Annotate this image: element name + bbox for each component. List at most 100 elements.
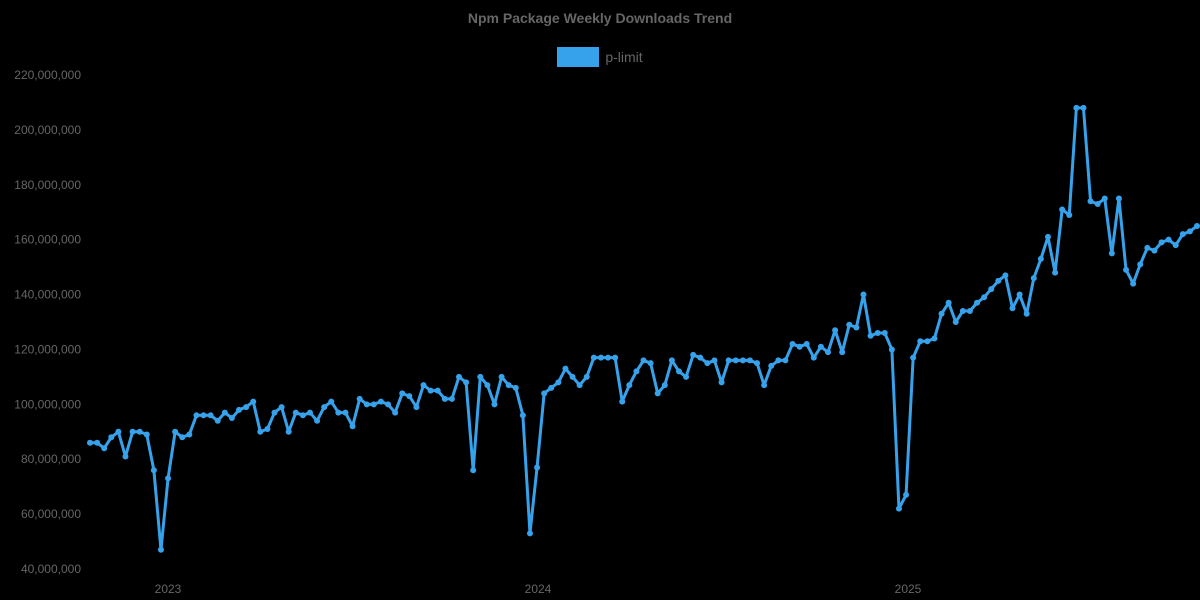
data-point[interactable] (207, 412, 214, 419)
data-point[interactable] (782, 357, 789, 364)
data-point[interactable] (87, 439, 93, 446)
data-point[interactable] (704, 360, 711, 367)
data-point[interactable] (193, 412, 200, 419)
data-point[interactable] (243, 404, 250, 411)
data-point[interactable] (463, 379, 470, 386)
data-point[interactable] (392, 409, 399, 416)
data-point[interactable] (846, 321, 853, 328)
data-point[interactable] (974, 299, 981, 306)
data-point[interactable] (1172, 242, 1179, 249)
data-point[interactable] (186, 431, 193, 438)
data-point[interactable] (981, 294, 988, 301)
data-point[interactable] (1165, 236, 1172, 243)
data-point[interactable] (413, 404, 420, 411)
data-point[interactable] (640, 357, 647, 364)
data-point[interactable] (1073, 104, 1080, 111)
data-point[interactable] (746, 357, 753, 364)
data-point[interactable] (562, 365, 569, 372)
data-point[interactable] (441, 395, 448, 402)
data-point[interactable] (214, 417, 221, 424)
data-point[interactable] (654, 390, 661, 397)
data-point[interactable] (1030, 275, 1037, 282)
data-point[interactable] (895, 505, 902, 512)
data-point[interactable] (952, 319, 959, 325)
data-point[interactable] (335, 409, 342, 416)
data-point[interactable] (498, 373, 505, 380)
data-point[interactable] (285, 428, 292, 435)
data-point[interactable] (988, 286, 995, 293)
data-point[interactable] (363, 401, 370, 408)
data-point[interactable] (1009, 305, 1016, 312)
data-point[interactable] (299, 412, 306, 419)
data-point[interactable] (569, 373, 576, 380)
data-point[interactable] (271, 409, 278, 416)
data-point[interactable] (179, 434, 186, 441)
data-point[interactable] (484, 382, 491, 389)
data-point[interactable] (1094, 200, 1101, 207)
data-point[interactable] (250, 398, 257, 405)
data-point[interactable] (796, 343, 803, 350)
data-point[interactable] (505, 382, 512, 389)
data-point[interactable] (314, 417, 321, 424)
data-point[interactable] (576, 382, 583, 389)
data-point[interactable] (647, 360, 654, 367)
data-point[interactable] (349, 423, 356, 430)
data-point[interactable] (477, 373, 484, 380)
data-point[interactable] (342, 409, 349, 416)
data-point[interactable] (1023, 310, 1030, 317)
data-point[interactable] (583, 373, 590, 380)
data-point[interactable] (832, 327, 839, 334)
data-point[interactable] (803, 340, 810, 347)
data-point[interactable] (633, 368, 640, 375)
data-point[interactable] (597, 354, 604, 361)
data-point[interactable] (881, 329, 888, 336)
data-point[interactable] (491, 401, 498, 408)
data-point[interactable] (456, 373, 462, 380)
data-point[interactable] (548, 384, 555, 391)
data-point[interactable] (1151, 247, 1158, 254)
data-point[interactable] (768, 362, 775, 369)
data-point[interactable] (619, 398, 626, 405)
data-point[interactable] (761, 382, 768, 389)
data-point[interactable] (321, 404, 328, 411)
data-point[interactable] (917, 338, 924, 345)
data-point[interactable] (1158, 239, 1165, 246)
data-point[interactable] (959, 308, 966, 315)
data-point[interactable] (278, 404, 285, 411)
data-point[interactable] (512, 384, 519, 391)
data-point[interactable] (825, 349, 831, 356)
data-point[interactable] (1087, 198, 1094, 205)
data-point[interactable] (690, 351, 697, 358)
data-point[interactable] (519, 412, 526, 419)
data-point[interactable] (1016, 291, 1023, 298)
data-point[interactable] (292, 409, 299, 416)
data-point[interactable] (356, 395, 363, 402)
data-point[interactable] (108, 434, 115, 441)
data-point[interactable] (228, 415, 235, 422)
data-point[interactable] (683, 373, 690, 380)
data-point[interactable] (810, 354, 817, 361)
data-point[interactable] (1052, 269, 1059, 276)
data-point[interactable] (938, 310, 945, 317)
data-point[interactable] (434, 387, 441, 394)
data-point[interactable] (427, 387, 434, 394)
data-point[interactable] (839, 349, 846, 356)
data-point[interactable] (626, 382, 633, 389)
data-point[interactable] (924, 338, 931, 345)
data-point[interactable] (172, 428, 179, 435)
data-point[interactable] (718, 379, 725, 386)
data-point[interactable] (668, 357, 675, 364)
data-point[interactable] (143, 431, 150, 438)
data-point[interactable] (136, 428, 143, 435)
data-point[interactable] (903, 491, 910, 498)
data-point[interactable] (1037, 255, 1044, 262)
data-point[interactable] (1002, 272, 1009, 279)
data-point[interactable] (1123, 266, 1130, 273)
data-point[interactable] (739, 357, 746, 364)
data-point[interactable] (860, 291, 867, 298)
data-point[interactable] (910, 354, 917, 361)
data-point[interactable] (1137, 261, 1144, 268)
data-point[interactable] (534, 464, 541, 471)
data-point[interactable] (406, 393, 413, 400)
data-point[interactable] (931, 335, 938, 342)
